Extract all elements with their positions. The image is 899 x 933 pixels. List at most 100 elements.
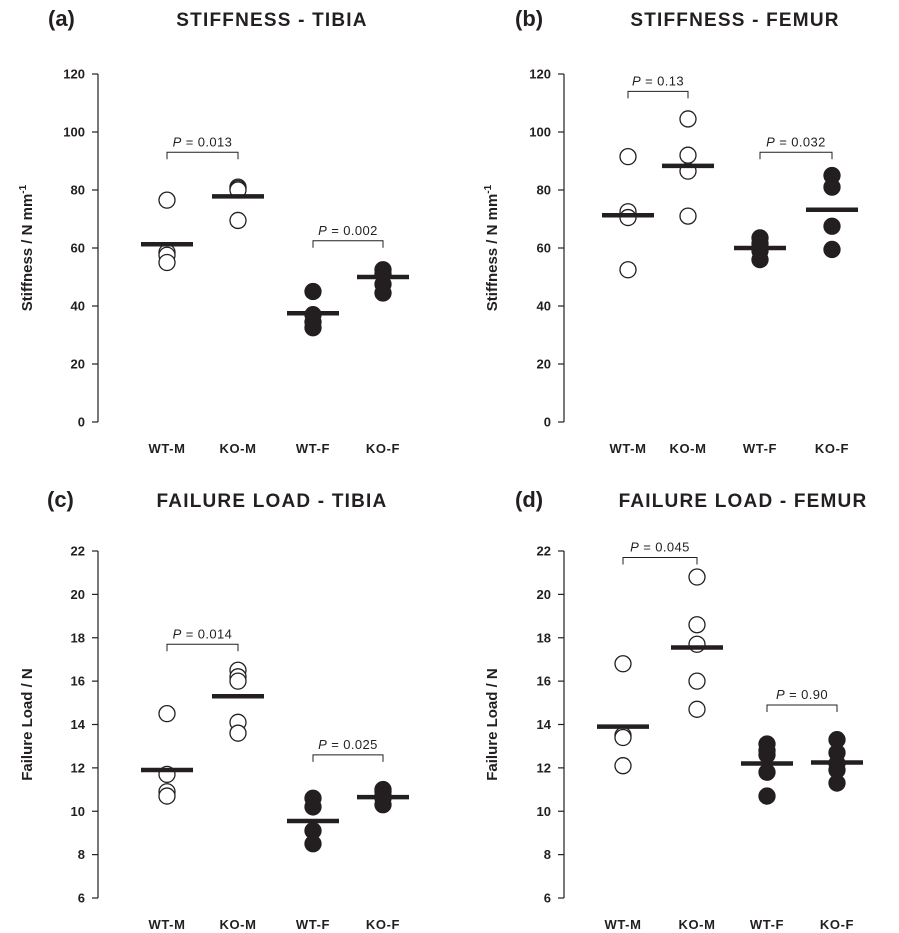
p3-y-tick-label: 8 [544,847,551,862]
p1-data-point [751,250,769,269]
p3-data-point [828,774,846,792]
p2-y-tick-label: 22 [71,544,85,559]
p0-significance-bracket [312,240,384,248]
p2-significance-bracket [166,643,239,652]
p3-data-point [614,757,632,775]
panel-c-title: FAILURE LOAD - TIBIA [157,491,388,512]
p1-data-point [619,208,637,227]
p1-significance-bracket [759,151,833,160]
p2-data-point [229,672,247,690]
p2-y-tick-label: 8 [78,847,85,862]
p3-data-point [758,746,776,764]
p2-category-label: WT-F [296,917,330,932]
p0-y-axis-title: Stiffness / N mm-1 [18,184,36,311]
p3-significance-bracket [766,704,838,712]
p0-y-tick-label: 0 [78,415,85,430]
p2-category-label: KO-M [219,917,256,932]
p3-y-tick-label: 6 [544,891,551,906]
p3-data-point [614,728,632,747]
panel-a-letter: (a) [48,6,75,31]
p3-y-tick-label: 20 [537,587,551,602]
p2-data-point [158,705,176,723]
p2-p-value-label: P = 0.025 [318,737,378,752]
p1-data-point [619,147,637,166]
p1-p-value-label: P = 0.032 [766,134,826,149]
p3-y-tick-label: 22 [537,544,551,559]
p1-y-tick-label: 0 [544,415,551,430]
panel-c: (c) FAILURE LOAD - TIBIA 6 8 10 12 14 16 18 20 2… [19,487,409,932]
panel-d: (d) FAILURE LOAD - FEMUR 6 8 10 12 14 16 18 20 2… [484,487,866,932]
p1-y-axis-title: Stiffness / N mm-1 [483,184,501,311]
panel-b-letter: (b) [515,6,543,31]
p2-y-tick-label: 10 [71,804,85,819]
p0-category-label: KO-F [366,441,400,456]
p3-data-point [758,787,776,805]
p3-data-point [688,568,706,586]
p0-y-tick-label: 60 [71,241,85,256]
panel-c-plot: 6 8 10 12 14 16 18 20 22 Failure Load / N WT-M KO-M… [19,544,409,932]
p3-category-label: KO-F [820,917,854,932]
p3-data-point [758,763,776,781]
p1-category-label: WT-M [609,441,646,456]
p3-p-value-label: P = 0.90 [776,687,828,702]
p1-y-tick-label: 120 [529,67,551,82]
p2-y-tick-label: 12 [71,760,85,775]
p0-data-point [374,284,392,302]
p1-y-tick-label: 20 [537,357,551,372]
p0-data-point [158,253,176,272]
p3-category-label: WT-M [604,917,641,932]
panel-d-letter: (d) [515,487,543,512]
panel-d-plot: 6 8 10 12 14 16 18 20 22 Failure Load / N WT-M KO-M… [484,540,863,932]
p2-category-label: WT-M [148,917,185,932]
panel-a: (a) STIFFNESS - TIBIA 0 20 40 60 80 100 120 Sti… [18,6,409,456]
p1-p-value-label: P = 0.13 [632,73,684,88]
p1-category-label: WT-F [743,441,777,456]
panel-a-plot: 0 20 40 60 80 100 120 Stiffness / N mm-1 WT-M KO-… [18,67,409,456]
p1-significance-bracket [627,90,689,99]
p1-data-point [823,217,841,235]
p1-data-point [679,110,697,128]
p0-data-point [229,211,247,230]
p3-category-label: WT-F [750,917,784,932]
p0-category-label: WT-M [148,441,185,456]
p2-y-axis-title: Failure Load / N [19,668,36,781]
p2-data-point [304,835,322,853]
p1-data-point [679,207,697,225]
p3-p-value-label: P = 0.045 [630,540,690,555]
p3-category-label: KO-M [678,917,715,932]
panel-b-plot: 0 20 40 60 80 100 120 Stiffness / N mm-1 WT-M KO-… [483,67,858,456]
p3-y-tick-label: 14 [537,717,552,732]
panel-c-letter: (c) [47,487,74,512]
p2-y-tick-label: 6 [78,891,85,906]
p1-y-tick-label: 100 [529,125,551,140]
p2-y-tick-label: 14 [71,717,86,732]
p2-data-point [158,787,176,805]
p2-y-tick-label: 18 [71,630,85,645]
p1-category-label: KO-F [815,441,849,456]
panel-a-title: STIFFNESS - TIBIA [176,10,367,31]
p3-y-tick-label: 18 [537,630,551,645]
p3-y-tick-label: 10 [537,804,551,819]
p2-p-value-label: P = 0.014 [173,626,233,641]
p3-y-axis-title: Failure Load / N [484,668,501,781]
p1-data-point [823,240,841,259]
p0-p-value-label: P = 0.013 [173,134,233,149]
p2-significance-bracket [312,754,384,762]
p1-y-tick-label: 80 [537,183,551,198]
p1-category-label: KO-M [669,441,706,456]
p1-y-tick-label: 60 [537,241,551,256]
p2-data-point [304,798,322,816]
p0-y-tick-label: 100 [63,125,85,140]
p0-data-point [304,319,322,337]
p0-data-point [304,282,322,301]
p0-y-tick-label: 40 [71,299,85,314]
p0-y-tick-label: 80 [71,183,85,198]
panel-b-title: STIFFNESS - FEMUR [630,10,839,31]
p3-data-point [614,655,632,673]
p0-y-tick-label: 120 [63,67,85,82]
p1-data-point [823,178,841,196]
p1-data-point [619,261,637,279]
p0-y-tick-label: 20 [71,357,85,372]
p3-data-point [688,700,706,718]
